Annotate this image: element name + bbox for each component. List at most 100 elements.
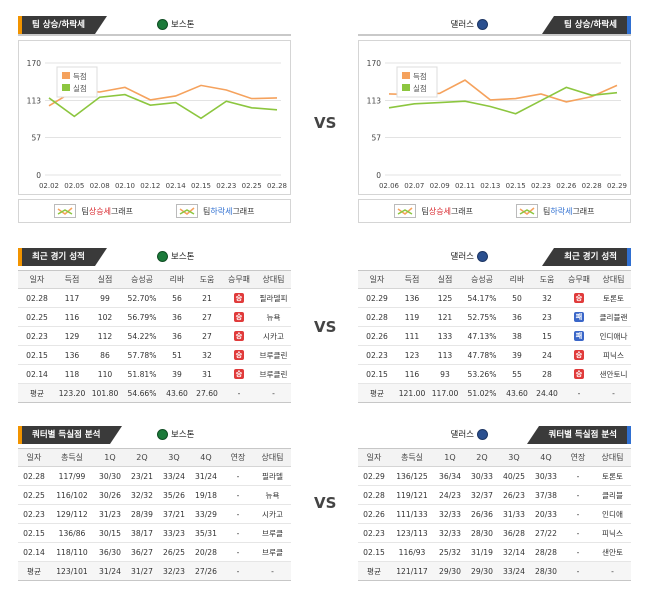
result-badge: 승 [574, 293, 584, 303]
cell-total: 129/112 [50, 504, 94, 524]
cell-avg-ast: 24.40 [532, 383, 562, 403]
column-header: 실점 [88, 270, 122, 289]
column-header: 상대팀 [596, 270, 631, 289]
cell-avg-q1: 29/30 [434, 561, 466, 581]
cell-avg-q3: 32/23 [158, 561, 190, 581]
divider [358, 34, 631, 36]
table-header-row: 일자 득점 실점 승성공 리바 도움 승무패 상대팀 [18, 270, 291, 289]
home-quarter-tab: 쿼터별 득실점 분석 [18, 426, 124, 444]
x-tick-label: 02.15 [191, 182, 211, 190]
cell-date: 02.23 [358, 523, 390, 543]
series-line-1 [48, 93, 278, 120]
celtics-logo-icon [157, 251, 168, 262]
table-header-row: 일자 총득실 1Q 2Q 3Q 4Q 연장 상대팀 [18, 448, 291, 467]
cell-total: 116/102 [50, 485, 94, 505]
cell-avg-pts: 123.20 [56, 383, 88, 403]
cell-q1: 32/33 [434, 523, 466, 543]
cell-result: 승 [562, 288, 596, 308]
cell-pts: 129 [56, 326, 88, 346]
average-row: 평균 121.00 117.00 51.02% 43.60 24.40- - [358, 383, 631, 403]
cell-avg-result: - [222, 383, 256, 403]
legend-swatch [402, 72, 410, 79]
cell-q1: 30/15 [94, 523, 126, 543]
table-row: 02.14 118 110 51.81% 39 31 승 브루클린 [18, 364, 291, 384]
cell-date: 02.29 [358, 288, 396, 308]
cell-avg-label: 평균 [358, 383, 396, 403]
table-row: 02.28 119 121 52.75% 36 23 패 클리블랜 [358, 307, 631, 327]
cell-q4: 19/18 [190, 485, 222, 505]
cell-reb: 38 [502, 326, 532, 346]
cell-avg-pts: 121.00 [396, 383, 428, 403]
cell-avg-ast: 27.60 [192, 383, 222, 403]
cell-reb: 39 [502, 345, 532, 365]
x-tick-label: 02.11 [455, 182, 475, 190]
cell-date: 02.28 [358, 485, 390, 505]
cell-avg-q1: 31/24 [94, 561, 126, 581]
column-header: 도움 [192, 270, 222, 289]
away-team-name: 댈러스 [451, 16, 491, 34]
cell-opponent: 뉴욕 [256, 307, 291, 327]
mavericks-logo-icon [477, 251, 488, 262]
cell-date: 02.23 [18, 326, 56, 346]
cell-q4: 31/24 [190, 466, 222, 486]
cell-result: 패 [562, 307, 596, 327]
column-header: 득점 [396, 270, 428, 289]
cell-total: 118/110 [50, 542, 94, 562]
cell-avg-opponent: - [596, 383, 631, 403]
cell-q2: 32/32 [126, 485, 158, 505]
x-tick-label: 02.09 [430, 182, 450, 190]
column-header: 4Q [190, 448, 222, 467]
home-quarter-header: 쿼터별 득실점 분석 보스톤 [18, 426, 291, 444]
cell-q4: 28/28 [530, 542, 562, 562]
cell-opponent: 샌안토니 [596, 364, 631, 384]
column-header: 실점 [428, 270, 462, 289]
cell-avg-total: 123/101 [50, 561, 94, 581]
column-header: 승성공 [122, 270, 162, 289]
table-row: 02.26 111/133 32/33 26/36 31/33 20/33- 인디애 [358, 504, 631, 524]
away-recent-table: 일자 득점 실점 승성공 리바 도움 승무패 상대팀 02.29 136 125 54.17% 50 3… [358, 270, 631, 403]
cell-opp: 112 [88, 326, 122, 346]
table-row: 02.23 123 113 47.78% 39 24 승 피닉스 [358, 345, 631, 365]
cell-opponent: 클리블 [594, 485, 631, 505]
cell-q1: 32/33 [434, 504, 466, 524]
cell-ot: - [562, 504, 594, 524]
x-tick-label: 02.29 [607, 182, 627, 190]
cell-total: 136/86 [50, 523, 94, 543]
cell-result: 승 [222, 288, 256, 308]
cell-q3: 26/25 [158, 542, 190, 562]
column-header: 1Q [434, 448, 466, 467]
column-header: 총득실 [390, 448, 434, 467]
cell-avg-opponent: - [594, 561, 631, 581]
cell-pct: 53.26% [462, 364, 502, 384]
y-tick-label: 0 [376, 171, 381, 180]
table-row: 02.29 136/125 36/34 30/33 40/25 30/33- 토론토 [358, 466, 631, 486]
table-row: 02.23 129/112 31/23 28/39 37/21 33/29- 시카고 [18, 504, 291, 524]
cell-pts: 119 [396, 307, 428, 327]
legend-swatch [62, 72, 70, 79]
cell-q2: 31/19 [466, 542, 498, 562]
home-quarter-table: 일자 총득실 1Q 2Q 3Q 4Q 연장 상대팀 02.28 117/99 30/30 23/21… [18, 448, 291, 581]
celtics-logo-icon [157, 19, 168, 30]
x-tick-label: 02.12 [140, 182, 160, 190]
cell-pct: 52.75% [462, 307, 502, 327]
cell-ot: - [222, 523, 254, 543]
column-header: 4Q [530, 448, 562, 467]
cell-q2: 28/30 [466, 523, 498, 543]
away-quarter-table: 일자 총득실 1Q 2Q 3Q 4Q 연장 상대팀 02.29 136/125 36/34 30/3… [358, 448, 631, 581]
home-recent-table: 일자 득점 실점 승성공 리바 도움 승무패 상대팀 02.28 117 99 52.70% 56 21… [18, 270, 291, 403]
result-badge: 승 [574, 350, 584, 360]
home-trend-tab: 팀 상승/하락세 [18, 16, 107, 34]
table-row: 02.28 119/121 24/23 32/37 26/23 37/38- 클리블 [358, 485, 631, 505]
table-row: 02.25 116/102 30/26 32/32 35/26 19/18- 뉴욕 [18, 485, 291, 505]
cell-pts: 136 [396, 288, 428, 308]
cell-opp: 110 [88, 364, 122, 384]
cell-total: 111/133 [390, 504, 434, 524]
column-header: 득점 [56, 270, 88, 289]
column-header: 승무패 [222, 270, 256, 289]
y-tick-label: 113 [367, 97, 382, 106]
vs-label: VS [314, 318, 337, 336]
cell-avg-reb: 43.60 [162, 383, 192, 403]
vs-label: VS [314, 114, 337, 132]
column-header: 3Q [498, 448, 530, 467]
table-row: 02.23 123/113 32/33 28/30 36/28 27/22- 피닉스 [358, 523, 631, 543]
